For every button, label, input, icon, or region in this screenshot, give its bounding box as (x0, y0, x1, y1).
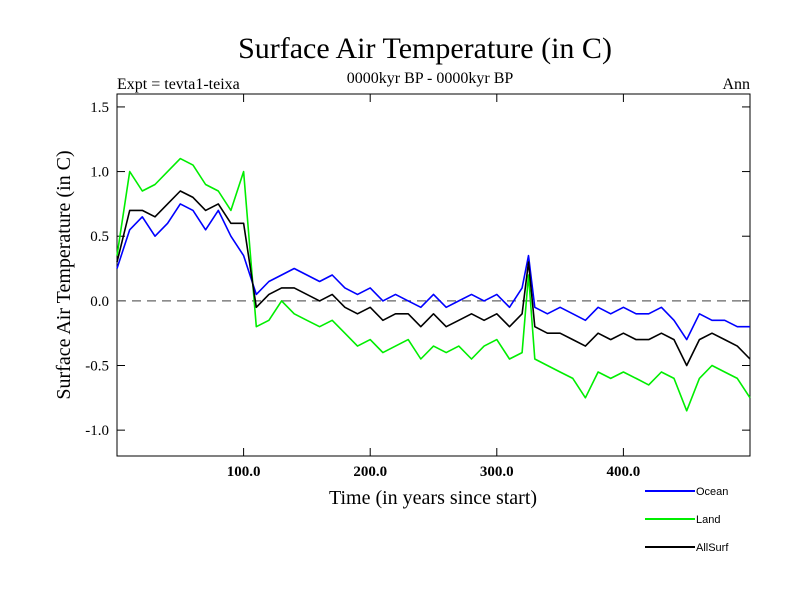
series-line-allsurf (116, 190, 751, 367)
x-tick-label: 300.0 (480, 464, 514, 480)
x-tick-label: 200.0 (353, 464, 387, 480)
x-axis-label: Time (in years since start) (329, 487, 537, 509)
y-tick-label: 1.5 (90, 100, 109, 116)
series-line-land (116, 157, 751, 412)
chart-subtitle: 0000kyr BP - 0000kyr BP (347, 70, 514, 87)
x-tick-label: 400.0 (607, 464, 641, 480)
series-layer (116, 157, 751, 412)
x-axis: 100.0 200.0 300.0 400.0 (227, 94, 641, 480)
legend: Ocean Land AllSurf (645, 486, 729, 554)
y-tick-label: 0.5 (90, 229, 109, 245)
y-tick-label: 1.0 (90, 165, 109, 181)
y-axis: 1.5 1.0 0.5 0.0 -0.5 -1.0 (85, 100, 750, 439)
experiment-label: Expt = tevta1-teixa (117, 76, 240, 93)
chart-title: Surface Air Temperature (in C) (238, 32, 612, 65)
legend-label-allsurf: AllSurf (696, 542, 729, 554)
legend-label-land: Land (696, 514, 720, 526)
y-tick-label: -0.5 (85, 359, 109, 375)
y-axis-label: Surface Air Temperature (in C) (53, 150, 75, 399)
season-label: Ann (722, 76, 750, 93)
x-tick-label: 100.0 (227, 464, 261, 480)
plot-frame (116, 93, 751, 457)
y-tick-label: -1.0 (85, 423, 109, 439)
legend-label-ocean: Ocean (696, 486, 728, 498)
series-line-ocean (116, 203, 750, 341)
y-tick-label: 0.0 (90, 294, 109, 310)
